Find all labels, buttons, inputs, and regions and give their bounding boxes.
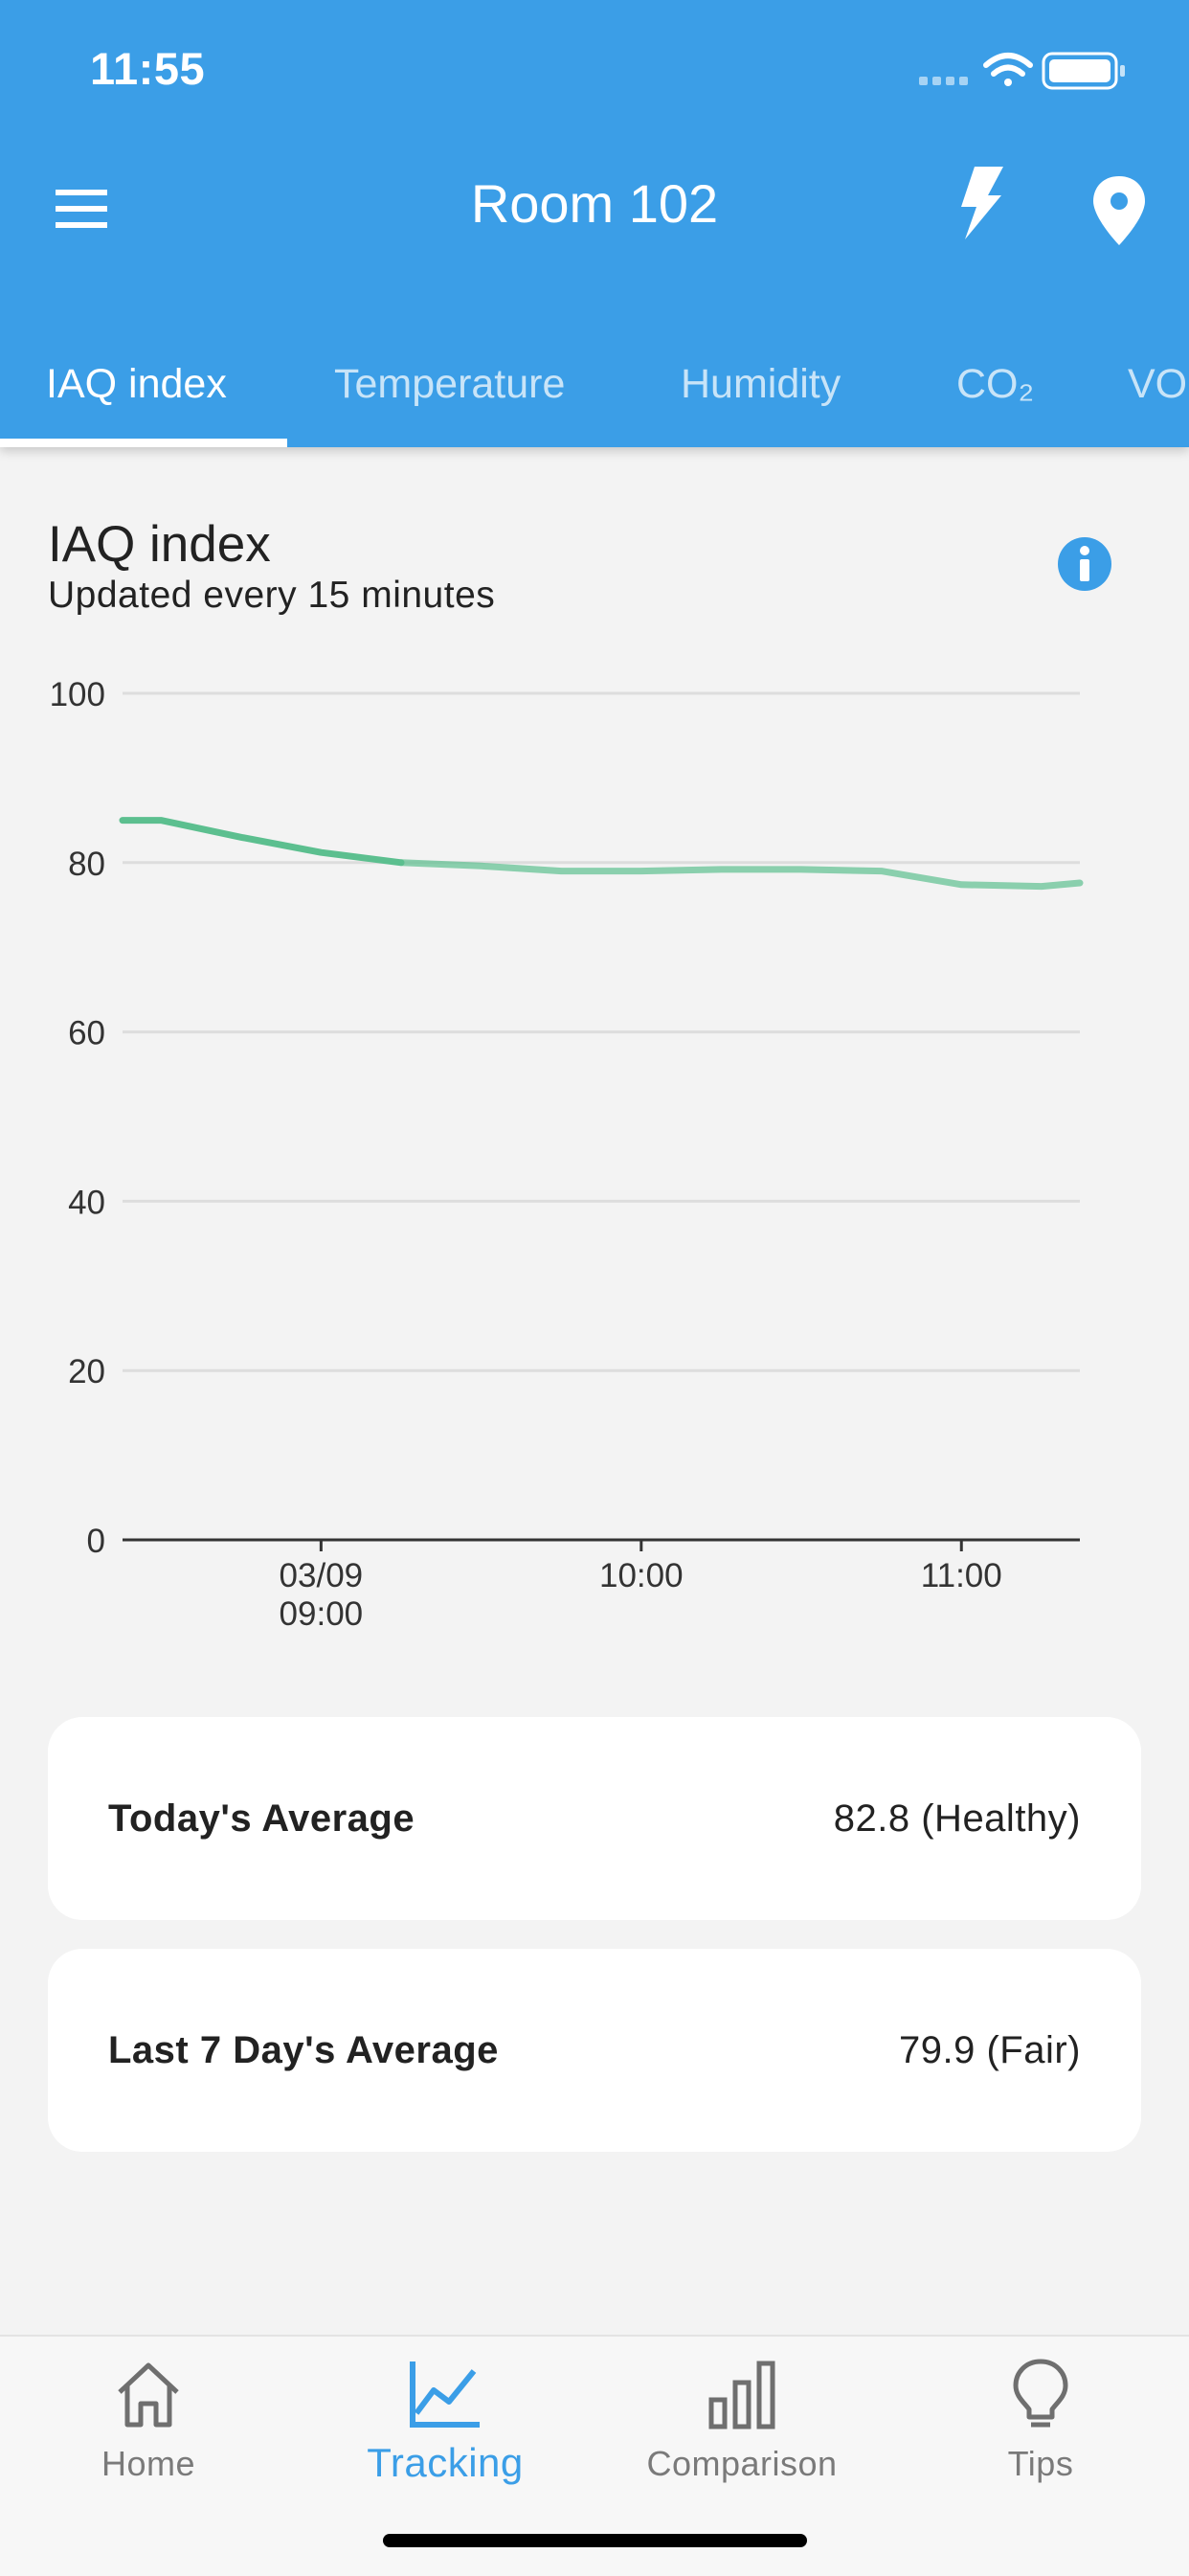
nav-tracking[interactable]: Tracking	[302, 2356, 589, 2519]
bar-chart-icon	[708, 2361, 775, 2429]
y-tick-label: 40	[68, 1184, 105, 1221]
nav-home-label: Home	[101, 2444, 196, 2483]
tab-temperature[interactable]: Temperature	[334, 361, 566, 407]
series-line	[119, 817, 405, 867]
nav-comparison-label: Comparison	[646, 2444, 838, 2483]
todays-average-value: 82.8 (Healthy)	[833, 1797, 1081, 1840]
status-time: 11:55	[90, 43, 206, 94]
y-tick-label: 80	[68, 846, 105, 883]
x-tick-label: 11:00	[921, 1557, 1002, 1594]
nav-tips[interactable]: Tips	[897, 2356, 1184, 2519]
trending-chart-icon	[410, 2361, 480, 2428]
chart-subtitle: Updated every 15 minutes	[48, 575, 496, 616]
tab-bar: IAQ index Temperature Humidity CO₂ VOC	[0, 345, 1189, 447]
nav-tracking-label: Tracking	[367, 2440, 524, 2485]
status-icons	[919, 52, 1125, 90]
chart-title: IAQ index	[48, 516, 271, 573]
last-7-days-average-label: Last 7 Day's Average	[108, 2029, 499, 2071]
x-tick-label: 03/09	[280, 1557, 364, 1594]
nav-tips-label: Tips	[1007, 2444, 1074, 2483]
y-tick-label: 100	[50, 676, 105, 713]
home-icon	[118, 2362, 179, 2428]
lightbulb-icon	[1013, 2359, 1068, 2428]
home-indicator	[383, 2534, 807, 2547]
y-tick-label: 20	[68, 1353, 105, 1390]
x-tick-label: 10:00	[599, 1557, 684, 1594]
tab-voc[interactable]: VOC	[1128, 361, 1189, 407]
y-tick-label: 60	[68, 1015, 105, 1052]
todays-average-card: Today's Average 82.8 (Healthy)	[48, 1717, 1141, 1920]
nav-home[interactable]: Home	[5, 2356, 292, 2519]
y-tick-label: 0	[87, 1523, 105, 1560]
last-7-days-average-value: 79.9 (Fair)	[899, 2029, 1081, 2071]
app-header: 11:55 Room 102 IAQ index Temper	[0, 0, 1189, 447]
bolt-icon[interactable]	[952, 165, 1011, 241]
page-title: Room 102	[470, 173, 719, 234]
signal-icon	[919, 77, 968, 85]
wifi-icon	[983, 53, 1033, 86]
nav-comparison[interactable]: Comparison	[598, 2356, 886, 2519]
tab-iaq-index[interactable]: IAQ index	[46, 361, 227, 407]
tab-humidity[interactable]: Humidity	[681, 361, 841, 407]
tab-co2[interactable]: CO₂	[956, 361, 1035, 407]
battery-icon	[1042, 52, 1125, 90]
menu-icon[interactable]	[50, 176, 113, 239]
last-7-days-average-card: Last 7 Day's Average 79.9 (Fair)	[48, 1949, 1141, 2152]
info-icon[interactable]	[1056, 535, 1113, 593]
location-pin-icon[interactable]	[1089, 174, 1149, 247]
series-line-recent	[397, 859, 1084, 891]
active-tab-indicator	[0, 439, 287, 447]
x-tick-label: 09:00	[280, 1595, 364, 1633]
todays-average-label: Today's Average	[108, 1797, 415, 1840]
